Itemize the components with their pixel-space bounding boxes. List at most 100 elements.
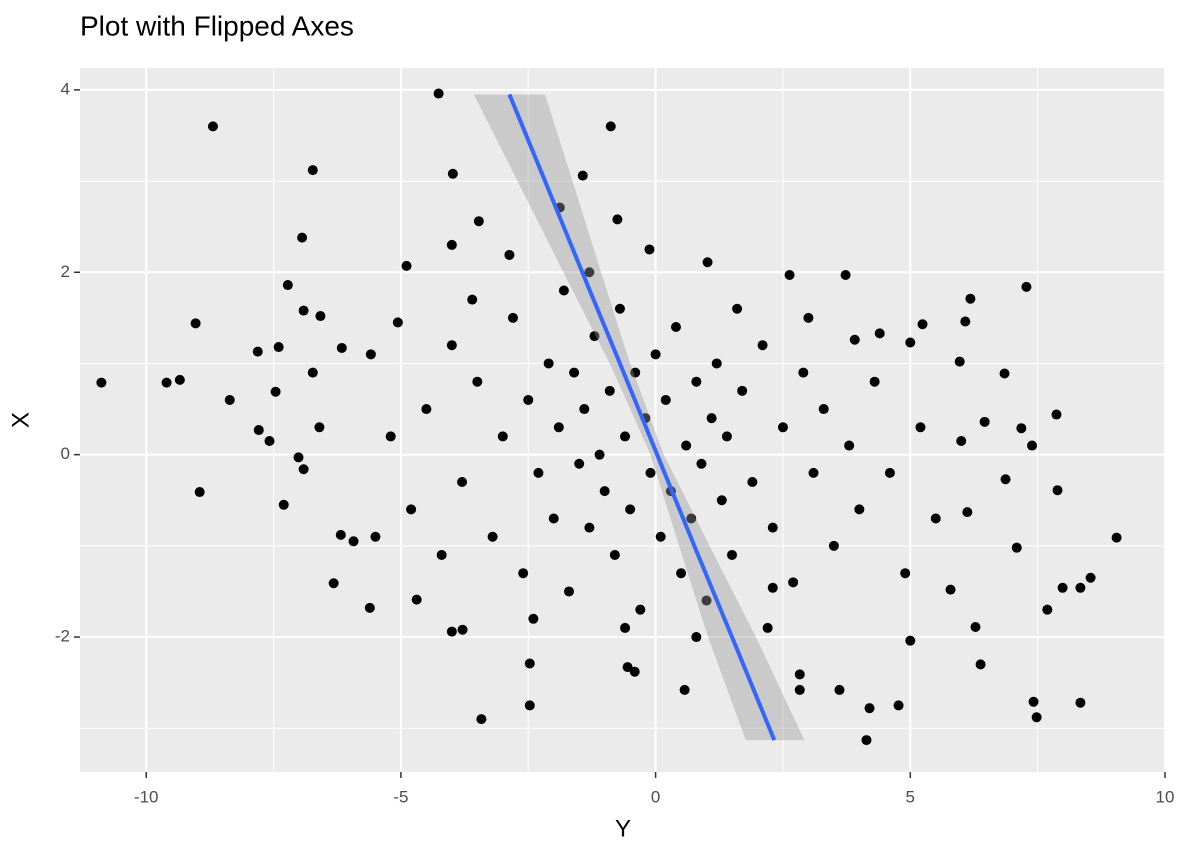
point	[604, 385, 615, 396]
point	[411, 594, 422, 605]
point	[599, 486, 610, 497]
point	[854, 504, 865, 515]
point	[298, 464, 309, 475]
point	[864, 703, 875, 714]
point	[224, 394, 235, 405]
x-tick-label: -5	[393, 787, 408, 806]
point	[818, 404, 829, 415]
point	[884, 467, 895, 478]
point	[487, 531, 498, 542]
point	[307, 367, 318, 378]
point	[504, 249, 515, 260]
point	[849, 334, 860, 345]
point	[905, 635, 916, 646]
point	[1000, 474, 1011, 485]
point	[1021, 281, 1032, 292]
y-tick-label: -2	[55, 627, 70, 646]
point	[447, 168, 458, 179]
point	[406, 504, 417, 515]
point	[784, 270, 795, 281]
point	[335, 529, 346, 540]
point	[777, 422, 788, 433]
point	[644, 244, 655, 255]
y-tick-label: 2	[61, 262, 70, 281]
point	[721, 431, 732, 442]
point	[589, 331, 600, 342]
point	[706, 413, 717, 424]
point	[614, 303, 625, 314]
point	[298, 305, 309, 316]
point	[467, 294, 478, 305]
point	[605, 121, 616, 132]
point	[564, 586, 575, 597]
point	[1051, 409, 1062, 420]
point	[767, 582, 778, 593]
point	[844, 440, 855, 451]
point	[686, 513, 697, 524]
x-tick-label: 0	[651, 787, 660, 806]
point	[385, 431, 396, 442]
point	[569, 367, 580, 378]
y-axis-label: X	[7, 412, 34, 428]
point	[655, 531, 666, 542]
point	[757, 340, 768, 351]
point	[558, 285, 569, 296]
point	[433, 88, 444, 99]
point	[553, 422, 564, 433]
point	[975, 659, 986, 670]
point	[861, 735, 872, 746]
point	[96, 377, 107, 388]
point	[1075, 697, 1086, 708]
point	[798, 367, 809, 378]
point	[732, 303, 743, 314]
point	[702, 257, 713, 268]
point	[962, 507, 973, 518]
point	[548, 513, 559, 524]
point	[630, 367, 641, 378]
chart-title: Plot with Flipped Axes	[80, 10, 354, 41]
point	[457, 477, 468, 488]
point	[472, 376, 483, 387]
point	[207, 121, 218, 132]
point	[762, 622, 773, 633]
point	[270, 386, 281, 397]
point	[1085, 572, 1096, 583]
point	[893, 700, 904, 711]
point	[979, 416, 990, 427]
point	[900, 568, 911, 579]
point	[293, 452, 304, 463]
point	[528, 613, 539, 624]
point	[716, 495, 727, 506]
fit-line	[507, 93, 777, 741]
point	[446, 239, 457, 250]
point	[446, 626, 457, 637]
x-tick-label: 10	[1156, 787, 1175, 806]
point	[584, 522, 595, 533]
point	[524, 700, 535, 711]
point	[190, 318, 201, 329]
point	[711, 358, 722, 369]
point	[1031, 712, 1042, 723]
point	[336, 342, 347, 353]
point	[794, 684, 805, 695]
point	[650, 349, 661, 360]
point	[679, 684, 690, 695]
point	[297, 232, 308, 243]
point	[436, 549, 447, 560]
x-tick-label: 5	[906, 787, 915, 806]
point	[727, 549, 738, 560]
point	[945, 584, 956, 595]
point	[315, 311, 326, 322]
point	[794, 669, 805, 680]
point	[543, 358, 554, 369]
point	[1028, 696, 1039, 707]
point	[803, 312, 814, 323]
y-tick-label: 4	[61, 79, 70, 98]
point	[625, 504, 636, 515]
point	[524, 658, 535, 669]
point	[507, 312, 518, 323]
point	[594, 449, 605, 460]
point	[252, 346, 263, 357]
point	[1075, 582, 1086, 593]
point	[635, 604, 646, 615]
